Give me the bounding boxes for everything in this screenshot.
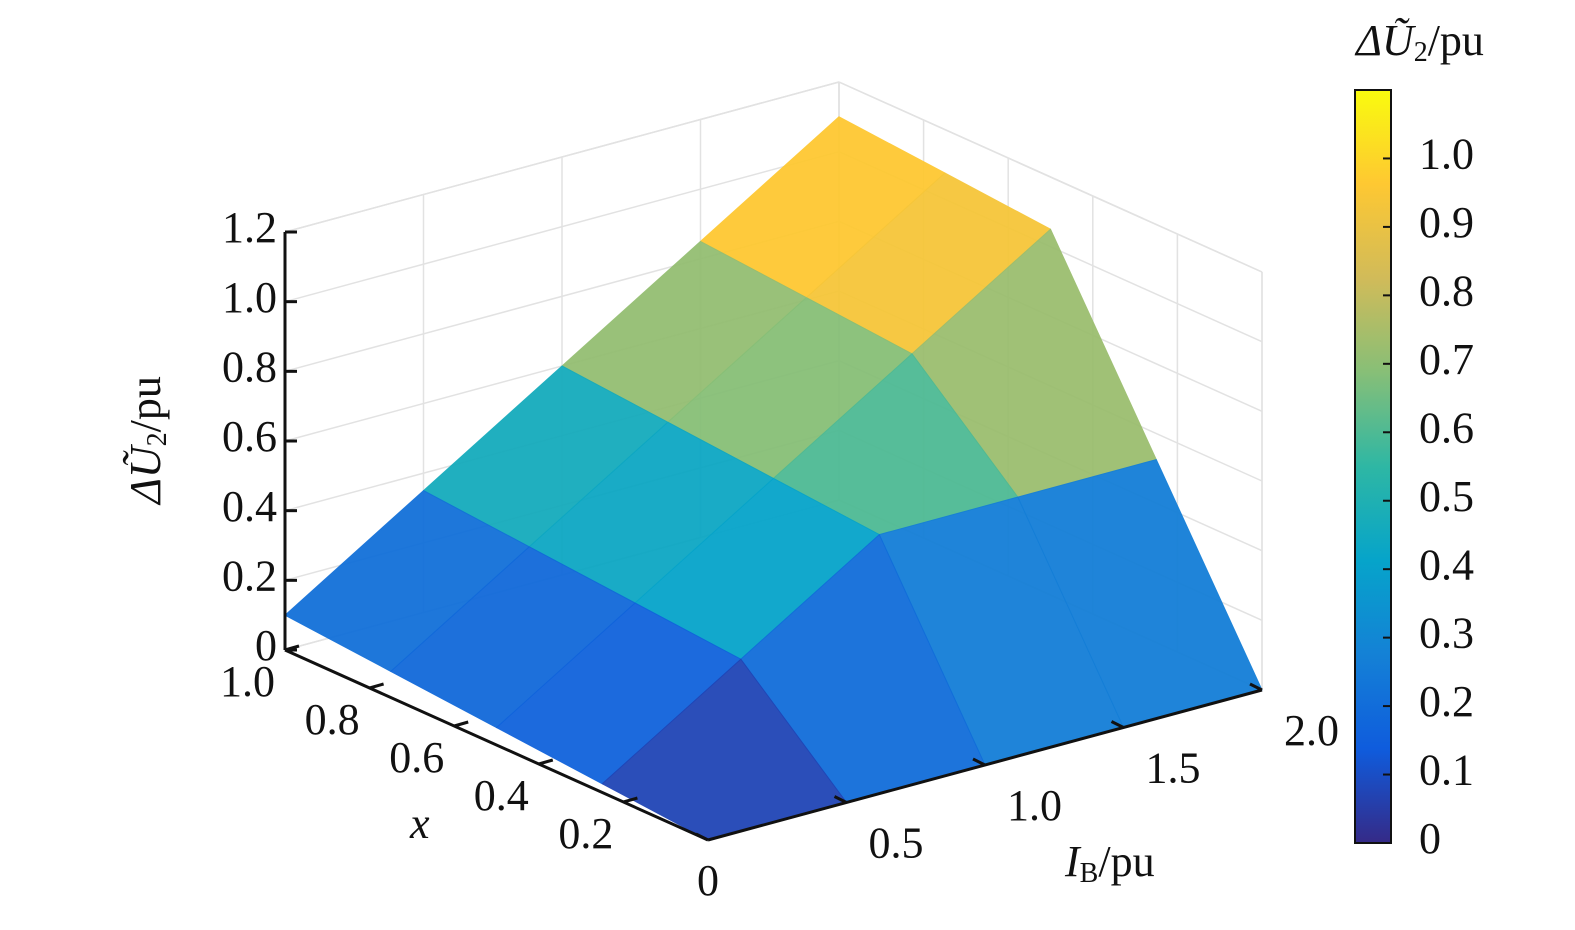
x-tick <box>695 832 709 842</box>
cb-label-var: ΔŨ <box>1354 16 1417 65</box>
z-label-unit: /pu <box>121 376 170 432</box>
colorbar-ramp <box>1354 89 1392 844</box>
axes: 00.20.40.60.81.01.20.20.40.60.81.000.51.… <box>220 203 1339 905</box>
y-tick <box>538 758 554 766</box>
x-label-unit: /pu <box>1098 837 1154 886</box>
y-tick-label: 0.2 <box>558 809 613 858</box>
x-tick <box>972 757 986 767</box>
z-tick-label: 0.6 <box>222 412 277 461</box>
colorbar-tick-label: 1.0 <box>1419 130 1474 179</box>
x-tick <box>1249 682 1263 692</box>
y-tick-label: 1.0 <box>220 657 275 706</box>
cb-label-unit: /pu <box>1428 16 1484 65</box>
colorbar-tick-label: 0 <box>1419 814 1441 863</box>
colorbar-tick-label: 0.3 <box>1419 609 1474 658</box>
z-axis-label: ΔŨ2/pu <box>121 376 173 506</box>
z-tick-label: 0.4 <box>222 482 277 531</box>
colorbar-tick-label: 0.1 <box>1419 746 1474 795</box>
colorbar-tick-label: 0.2 <box>1419 677 1474 726</box>
y-tick-label: 0.6 <box>389 733 444 782</box>
y-tick-label: 0.4 <box>474 771 529 820</box>
z-tick-label: 0 <box>255 621 277 670</box>
colorbar: 0 0.1 0.2 0.3 0.4 0.5 0.6 0.7 0.8 0.9 1.0 <box>1354 89 1474 863</box>
y-tick <box>622 796 638 804</box>
grid-line <box>838 81 1263 273</box>
z-label-var: ΔŨ <box>121 443 170 506</box>
z-tick-label: 0.8 <box>222 342 277 391</box>
z-tick-label: 1.2 <box>222 203 277 252</box>
x-tick <box>833 795 848 804</box>
x-tick-label: 1.5 <box>1146 744 1201 793</box>
surface <box>284 116 1263 841</box>
z-label-sub: 2 <box>142 432 173 446</box>
x-tick-label: 0 <box>697 856 719 905</box>
x-label-var: I <box>1064 837 1082 886</box>
colorbar-label: ΔŨ2/pu <box>1354 16 1484 68</box>
cb-label-sub: 2 <box>1414 37 1428 68</box>
colorbar-tick-label: 0.4 <box>1419 540 1474 589</box>
y-tick-label: 0.8 <box>305 695 360 744</box>
colorbar-tick-label: 0.5 <box>1419 472 1474 521</box>
x-label-sub: B <box>1080 858 1099 889</box>
z-tick-label: 0.2 <box>222 551 277 600</box>
colorbar-tick-label: 0.6 <box>1419 403 1474 452</box>
x-tick-label: 0.5 <box>869 819 924 868</box>
colorbar-tick-label: 0.7 <box>1419 335 1474 384</box>
y-tick <box>284 644 300 652</box>
y-axis-label: x <box>409 799 430 848</box>
x-tick-label: 1.0 <box>1007 781 1062 830</box>
y-axis <box>284 648 709 842</box>
x-tick <box>1110 720 1125 729</box>
x-tick-label: 2.0 <box>1284 706 1339 755</box>
x-axis-label: IB/pu <box>1064 837 1155 889</box>
z-tick-label: 1.0 <box>222 273 277 322</box>
colorbar-tick-label: 0.9 <box>1419 198 1474 247</box>
y-tick <box>369 682 385 690</box>
y-tick <box>453 720 469 728</box>
colorbar-tick-label: 0.8 <box>1419 266 1474 315</box>
